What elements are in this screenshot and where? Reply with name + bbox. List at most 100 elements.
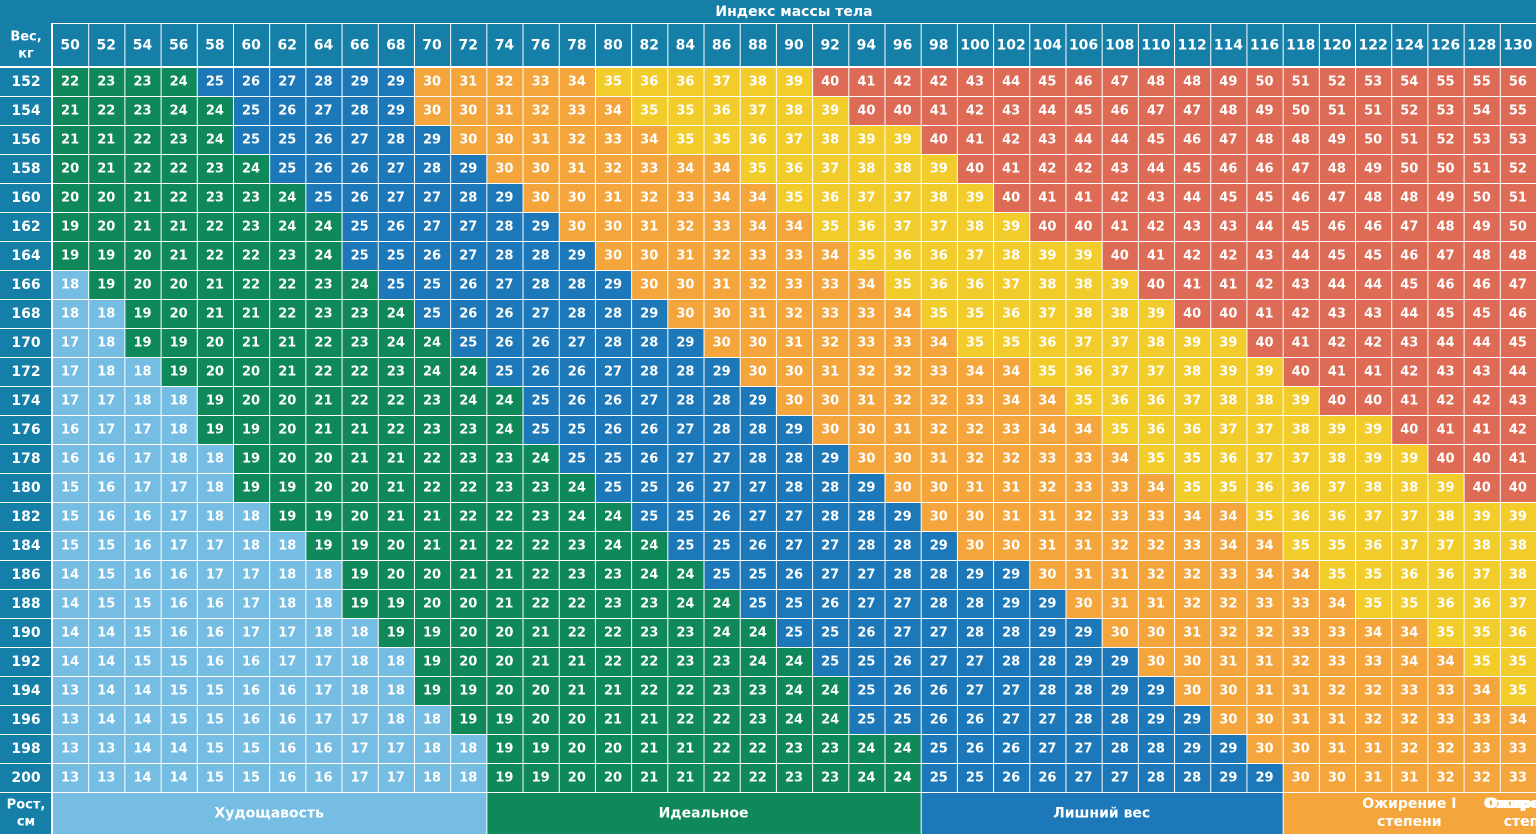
bmi-cell	[270, 68, 306, 96]
bmi-cell	[1500, 184, 1536, 212]
bmi-cell	[1247, 648, 1283, 676]
bmi-cell	[559, 184, 595, 212]
bmi-cell	[1428, 677, 1464, 705]
bmi-value-label: 33	[1183, 539, 1201, 554]
bmi-value-label: 37	[1364, 510, 1382, 525]
bmi-cell	[632, 387, 668, 415]
bmi-value-label: 23	[713, 684, 731, 699]
bmi-value-label: 27	[1002, 684, 1020, 699]
bmi-value-label: 46	[1183, 133, 1201, 148]
bmi-value-label: 18	[97, 307, 115, 322]
weight-header-cell	[1066, 24, 1102, 66]
bmi-value-label: 38	[930, 191, 948, 206]
bmi-cell	[885, 271, 921, 299]
bmi-cell	[53, 155, 89, 183]
bmi-value-label: 41	[1255, 307, 1273, 322]
bmi-cell	[270, 97, 306, 125]
bmi-cell	[1283, 155, 1319, 183]
bmi-cell	[849, 474, 885, 502]
bmi-cell	[1428, 300, 1464, 328]
bmi-cell	[740, 387, 776, 415]
bmi-cell	[595, 213, 632, 241]
bmi-cell	[1464, 416, 1500, 444]
weight-header-cell	[1428, 24, 1464, 66]
bmi-cell	[849, 126, 885, 154]
bmi-value-label: 19	[351, 568, 369, 583]
bmi-cell	[270, 735, 306, 763]
bmi-value-label: 26	[351, 191, 369, 206]
bmi-value-label: 29	[1002, 568, 1020, 583]
weight-tick-label: 110	[1141, 38, 1170, 54]
bmi-value-label: 18	[423, 742, 441, 757]
bmi-value-label: 14	[170, 771, 188, 786]
bmi-value-label: 33	[676, 191, 694, 206]
bmi-cell	[776, 677, 813, 705]
bmi-cell	[1500, 329, 1536, 357]
bmi-value-label: 23	[278, 249, 296, 264]
bmi-cell	[1500, 126, 1536, 154]
bmi-value-label: 39	[1509, 510, 1527, 525]
bmi-value-label: 18	[459, 742, 477, 757]
bmi-value-label: 18	[314, 568, 332, 583]
bmi-cell	[668, 271, 704, 299]
bmi-cell	[1428, 184, 1464, 212]
bmi-value-label: 33	[1292, 626, 1310, 641]
bmi-cell	[1356, 503, 1392, 531]
bmi-cell	[632, 271, 668, 299]
bmi-value-label: 28	[713, 423, 731, 438]
bmi-value-label: 26	[930, 713, 948, 728]
bmi-value-label: 52	[1509, 162, 1527, 177]
bmi-cell	[1464, 764, 1500, 792]
bmi-cell	[89, 706, 125, 734]
bmi-value-label: 35	[894, 278, 912, 293]
bmi-value-label: 24	[495, 423, 513, 438]
bmi-cell	[704, 358, 740, 386]
bmi-value-label: 22	[604, 655, 622, 670]
bmi-value-label: 30	[568, 191, 586, 206]
corner-cell-bottom	[0, 793, 51, 834]
bmi-value-label: 30	[1219, 684, 1237, 699]
bmi-cell	[523, 68, 559, 96]
bmi-value-label: 15	[170, 684, 188, 699]
bmi-cell	[668, 590, 704, 618]
bmi-cell	[1428, 648, 1464, 676]
bmi-value-label: 21	[676, 771, 694, 786]
bmi-value-label: 28	[676, 365, 694, 380]
bmi-value-label: 29	[495, 191, 513, 206]
bmi-cell	[1066, 416, 1102, 444]
bmi-cell	[233, 242, 270, 270]
bmi-cell	[1175, 706, 1211, 734]
bmi-value-label: 35	[1400, 597, 1418, 612]
bmi-cell	[1247, 706, 1283, 734]
bmi-value-label: 33	[785, 249, 803, 264]
bmi-cell	[1247, 97, 1283, 125]
bmi-value-label: 27	[821, 568, 839, 583]
bmi-value-label: 16	[242, 713, 260, 728]
bmi-cell	[451, 445, 487, 473]
bmi-cell	[740, 184, 776, 212]
bmi-value-label: 25	[423, 307, 441, 322]
bmi-value-label: 51	[1400, 133, 1418, 148]
bmi-cell	[89, 619, 125, 647]
bmi-value-label: 28	[1002, 655, 1020, 670]
bmi-cell	[1102, 590, 1138, 618]
bmi-cell	[414, 329, 451, 357]
bmi-cell	[197, 242, 233, 270]
bmi-cell	[233, 329, 270, 357]
bmi-value-label: 39	[857, 133, 875, 148]
bmi-value-label: 26	[966, 713, 984, 728]
bmi-cell	[1428, 416, 1464, 444]
bmi-value-label: 39	[966, 191, 984, 206]
bmi-cell	[487, 677, 523, 705]
bmi-cell	[595, 532, 632, 560]
bmi-value-label: 23	[97, 75, 115, 90]
bmi-value-label: 35	[821, 220, 839, 235]
bmi-value-label: 37	[785, 133, 803, 148]
bmi-value-label: 28	[604, 307, 622, 322]
bmi-cell	[595, 155, 632, 183]
bmi-cell	[487, 648, 523, 676]
bmi-value-label: 22	[568, 597, 586, 612]
bmi-cell	[776, 126, 813, 154]
bmi-cell	[668, 503, 704, 531]
bmi-value-label: 19	[351, 539, 369, 554]
